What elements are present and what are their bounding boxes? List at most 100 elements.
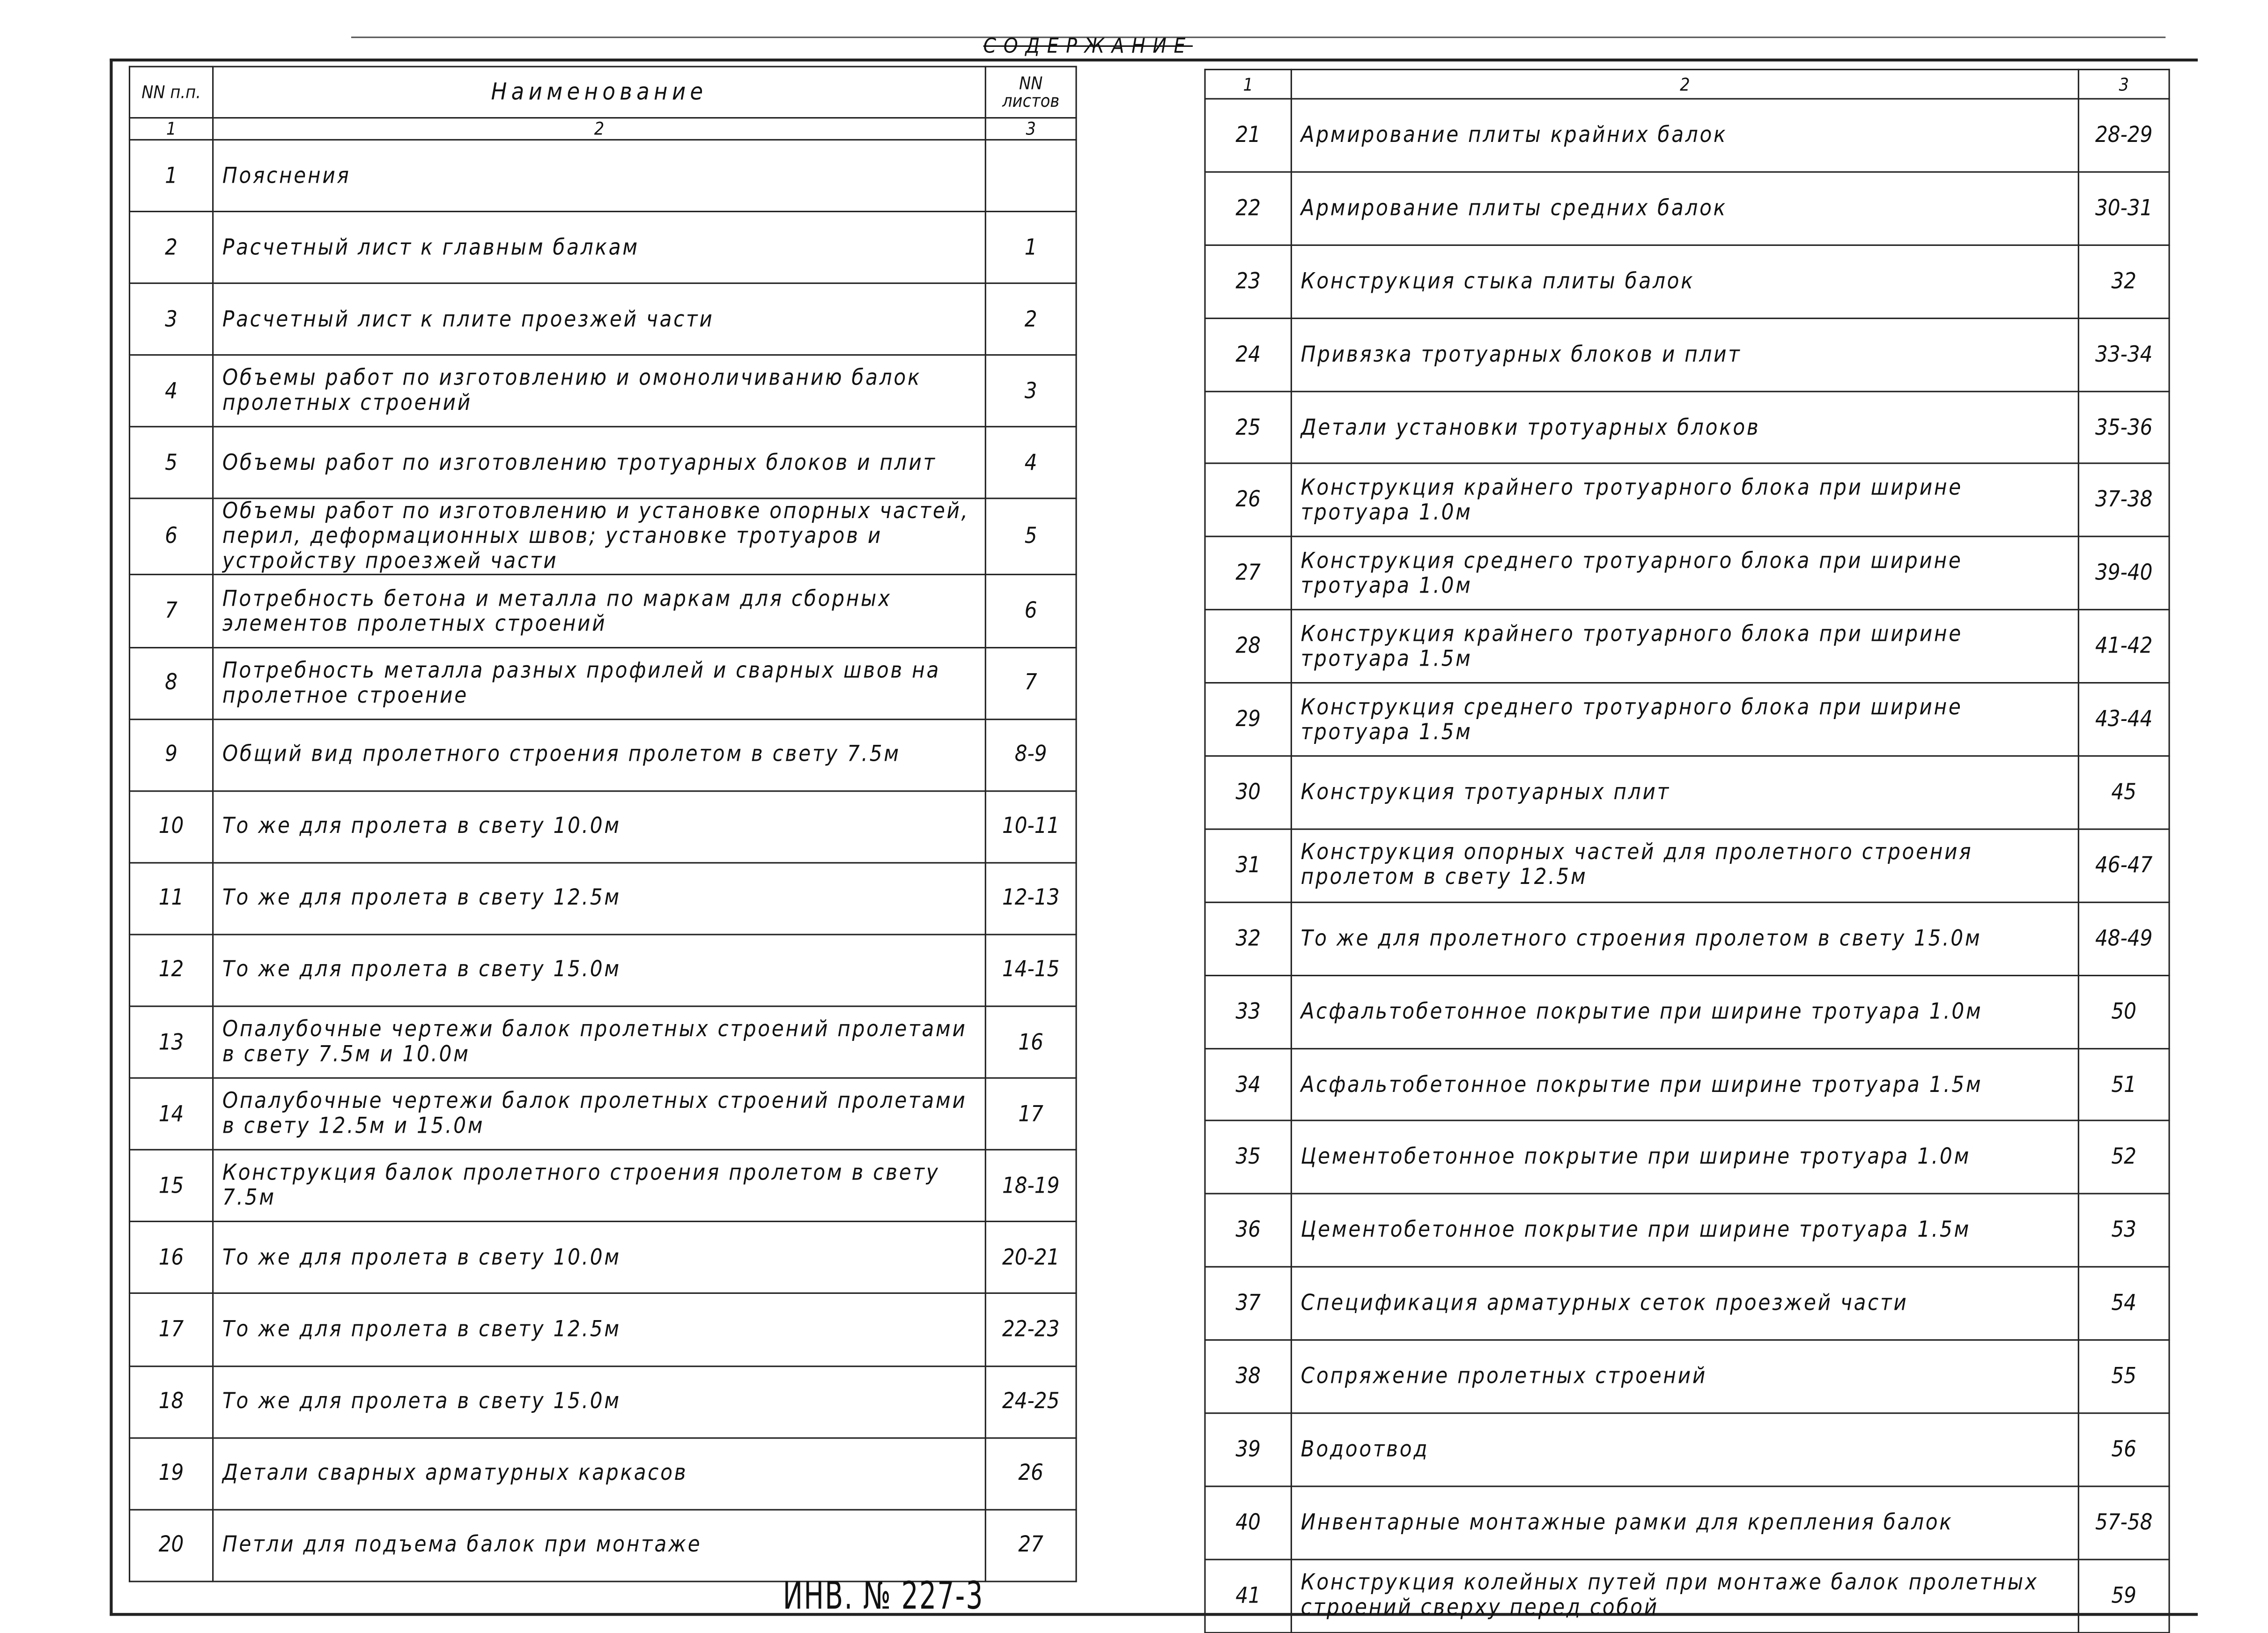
table-row: 20 Петли для подъема балок при монтаже 27 bbox=[128, 1508, 1077, 1582]
row-title: Опалубочные чертежи балок пролетных стро… bbox=[212, 1077, 986, 1151]
row-title: Конструкция колейных путей при монтаже б… bbox=[1290, 1559, 2079, 1633]
row-sheets bbox=[984, 139, 1077, 213]
contents-table-left: NN п.п. Наименование NN листов 1 2 3 1 По… bbox=[128, 66, 1077, 1582]
row-sheets: 3 bbox=[984, 355, 1077, 428]
row-number: 29 bbox=[1204, 682, 1292, 757]
row-title: Цементобетонное покрытие при ширине трот… bbox=[1290, 1120, 2079, 1195]
row-sheets: 35-36 bbox=[2077, 390, 2170, 465]
row-title: Расчетный лист к главным балкам bbox=[212, 211, 986, 284]
row-title: То же для пролета в свету 12.5м bbox=[212, 1293, 986, 1366]
row-sheets: 39-40 bbox=[2077, 536, 2170, 611]
row-number: 4 bbox=[128, 355, 214, 428]
row-number: 28 bbox=[1204, 609, 1292, 684]
table-row: 21 Армирование плиты крайних балок 28-29 bbox=[1204, 98, 2170, 173]
row-sheets: 37-38 bbox=[2077, 463, 2170, 538]
table-row: 36 Цементобетонное покрытие при ширине тр… bbox=[1204, 1193, 2170, 1268]
row-title: Конструкция среднего тротуарного блока п… bbox=[1290, 682, 2079, 757]
row-number: 36 bbox=[1204, 1193, 1292, 1268]
row-title: Асфальтобетонное покрытие при ширине тро… bbox=[1290, 974, 2079, 1049]
table-row: 32 То же для пролетного строения пролетом… bbox=[1204, 901, 2170, 976]
row-number: 40 bbox=[1204, 1485, 1292, 1560]
row-sheets: 6 bbox=[984, 574, 1077, 648]
row-title: То же для пролета в свету 15.0м bbox=[212, 1365, 986, 1439]
page-frame bbox=[110, 58, 2198, 1616]
top-rule bbox=[351, 37, 2166, 38]
row-sheets: 4 bbox=[984, 426, 1077, 500]
table-row: 38 Сопряжение пролетных строений 55 bbox=[1204, 1339, 2170, 1414]
table-row: 30 Конструкция тротуарных плит 45 bbox=[1204, 755, 2170, 830]
row-sheets: 27 bbox=[984, 1508, 1077, 1582]
header-num: NN п.п. bbox=[128, 66, 214, 119]
row-sheets: 30-31 bbox=[2077, 171, 2170, 246]
table-row: 9 Общий вид пролетного строения пролетом … bbox=[128, 718, 1077, 792]
table-row: 3 Расчетный лист к плите проезжей части 2 bbox=[128, 282, 1077, 356]
row-number: 12 bbox=[128, 934, 214, 1007]
row-title: Водоотвод bbox=[1290, 1412, 2079, 1487]
row-number: 16 bbox=[128, 1221, 214, 1295]
row-number: 20 bbox=[128, 1508, 214, 1582]
table-row: 13 Опалубочные чертежи балок пролетных ст… bbox=[128, 1005, 1077, 1079]
row-sheets: 41-42 bbox=[2077, 609, 2170, 684]
row-title: Расчетный лист к плите проезжей части bbox=[212, 282, 986, 356]
row-title: То же для пролета в свету 12.5м bbox=[212, 861, 986, 935]
table-row: 25 Детали установки тротуарных блоков 35-3… bbox=[1204, 390, 2170, 465]
table-row: 12 То же для пролета в свету 15.0м 14-15 bbox=[128, 934, 1077, 1007]
table-row: 10 То же для пролета в свету 10.0м 10-11 bbox=[128, 790, 1077, 863]
row-sheets: 46-47 bbox=[2077, 828, 2170, 903]
row-number: 32 bbox=[1204, 901, 1292, 976]
table-row: 24 Привязка тротуарных блоков и плит 33-34 bbox=[1204, 317, 2170, 392]
row-sheets: 43-44 bbox=[2077, 682, 2170, 757]
row-title: Общий вид пролетного строения пролетом в… bbox=[212, 718, 986, 792]
row-title: Объемы работ по изготовлению и установке… bbox=[212, 498, 986, 576]
row-title: Конструкция крайнего тротуарного блока п… bbox=[1290, 609, 2079, 684]
table-row: 29 Конструкция среднего тротуарного блока… bbox=[1204, 682, 2170, 757]
table-row: 19 Детали сварных арматурных каркасов 26 bbox=[128, 1436, 1077, 1510]
row-number: 31 bbox=[1204, 828, 1292, 903]
row-number: 30 bbox=[1204, 755, 1292, 830]
row-sheets: 5 bbox=[984, 498, 1077, 576]
row-sheets: 12-13 bbox=[984, 861, 1077, 935]
table-row: 5 Объемы работ по изготовлению тротуарных… bbox=[128, 426, 1077, 500]
row-number: 2 bbox=[128, 211, 214, 284]
table-row: 2 Расчетный лист к главным балкам 1 bbox=[128, 211, 1077, 284]
row-title: Спецификация арматурных сеток проезжей ч… bbox=[1290, 1266, 2079, 1341]
row-title: Конструкция балок пролетного строения пр… bbox=[212, 1149, 986, 1223]
table-row: 11 То же для пролета в свету 12.5м 12-13 bbox=[128, 861, 1077, 935]
contents-table-right: 1 2 3 21 Армирование плиты крайних балок 2… bbox=[1204, 68, 2170, 1633]
row-sheets: 48-49 bbox=[2077, 901, 2170, 976]
table-row: 14 Опалубочные чертежи балок пролетных ст… bbox=[128, 1077, 1077, 1151]
row-sheets: 28-29 bbox=[2077, 98, 2170, 173]
table-row: 15 Конструкция балок пролетного строения … bbox=[128, 1149, 1077, 1223]
row-title: То же для пролета в свету 10.0м bbox=[212, 1221, 986, 1295]
row-title: Цементобетонное покрытие при ширине трот… bbox=[1290, 1193, 2079, 1268]
column-number-row: 1 2 3 bbox=[1204, 68, 2170, 100]
row-number: 35 bbox=[1204, 1120, 1292, 1195]
row-title: Армирование плиты средних балок bbox=[1290, 171, 2079, 246]
col-number: 1 bbox=[128, 117, 214, 141]
row-sheets: 54 bbox=[2077, 1266, 2170, 1341]
col-number: 1 bbox=[1204, 68, 1292, 100]
col-number: 3 bbox=[984, 117, 1077, 141]
row-sheets: 52 bbox=[2077, 1120, 2170, 1195]
row-number: 37 bbox=[1204, 1266, 1292, 1341]
row-title: То же для пролета в свету 15.0м bbox=[212, 934, 986, 1007]
row-title: Инвентарные монтажные рамки для креплени… bbox=[1290, 1485, 2079, 1560]
table-row: 4 Объемы работ по изготовлению и омонолич… bbox=[128, 355, 1077, 428]
row-title: Конструкция стыка плиты балок bbox=[1290, 244, 2079, 319]
table-row: 33 Асфальтобетонное покрытие при ширине т… bbox=[1204, 974, 2170, 1049]
row-title: Конструкция опорных частей для пролетног… bbox=[1290, 828, 2079, 903]
table-row: 31 Конструкция опорных частей для пролетн… bbox=[1204, 828, 2170, 903]
row-number: 23 bbox=[1204, 244, 1292, 319]
row-sheets: 51 bbox=[2077, 1047, 2170, 1122]
row-number: 10 bbox=[128, 790, 214, 863]
row-number: 21 bbox=[1204, 98, 1292, 173]
row-number: 13 bbox=[128, 1005, 214, 1079]
row-title: Опалубочные чертежи балок пролетных стро… bbox=[212, 1005, 986, 1079]
row-number: 39 bbox=[1204, 1412, 1292, 1487]
row-sheets: 56 bbox=[2077, 1412, 2170, 1487]
row-number: 8 bbox=[128, 646, 214, 720]
table-row: 6 Объемы работ по изготовлению и установк… bbox=[128, 498, 1077, 576]
row-number: 3 bbox=[128, 282, 214, 356]
row-title: То же для пролета в свету 10.0м bbox=[212, 790, 986, 863]
